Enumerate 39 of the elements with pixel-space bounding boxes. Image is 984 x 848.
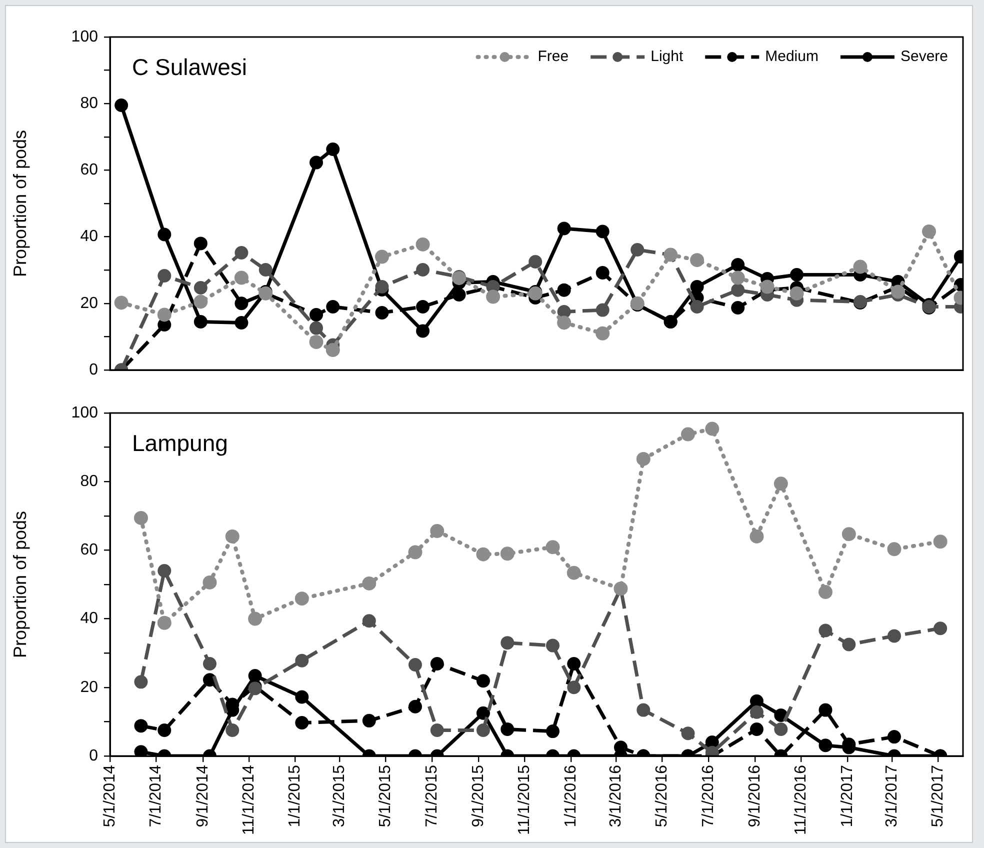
text: C Sulawesi (132, 54, 248, 80)
legend-label: Medium (765, 48, 818, 66)
x-tick-label: 1/1/2017 (838, 764, 856, 828)
y-tick-label: 60 (80, 542, 98, 559)
x-tick-label: 1/1/2016 (562, 764, 580, 828)
y-tick-label: 100 (71, 28, 98, 46)
y-tick-label: 20 (80, 678, 98, 696)
text: Lampung (132, 430, 228, 456)
legend-label: Severe (900, 48, 948, 66)
y-axis-title: Proportion of pods (10, 130, 30, 278)
x-tick-label: 7/1/2015 (423, 764, 440, 828)
x-tick-label: 1/1/2015 (286, 764, 304, 828)
x-tick-label: 3/1/2015 (331, 764, 348, 828)
x-tick-label: 9/1/2015 (470, 764, 488, 828)
x-tick-label: 7/1/2014 (147, 764, 164, 828)
x-tick-label: 11/1/2016 (792, 764, 810, 836)
x-tick-label: 3/1/2017 (883, 764, 900, 828)
y-axis-title: Proportion of pods (10, 510, 30, 658)
y-tick-label: 100 (71, 404, 98, 422)
y-tick-label: 0 (89, 747, 98, 764)
x-tick-label: 11/1/2015 (516, 764, 534, 836)
x-tick-label: 9/1/2014 (194, 764, 212, 828)
y-tick-label: 40 (80, 228, 98, 246)
y-tick-label: 20 (80, 294, 98, 312)
legend-label: Light (650, 48, 684, 66)
x-tick-label: 5/1/2014 (101, 764, 118, 828)
y-tick-label: 60 (80, 162, 98, 179)
x-tick-label: 5/1/2015 (377, 764, 394, 828)
y-tick-label: 80 (80, 95, 98, 112)
x-tick-label: 5/1/2017 (929, 764, 946, 828)
y-tick-label: 80 (80, 473, 98, 490)
y-tick-label: 0 (89, 361, 98, 378)
x-tick-label: 7/1/2016 (700, 764, 717, 828)
x-tick-label: 5/1/2016 (654, 764, 671, 828)
y-tick-label: 40 (80, 610, 98, 628)
x-tick-label: 9/1/2016 (746, 764, 764, 828)
x-tick-label: 3/1/2016 (608, 764, 625, 828)
x-tick-label: 11/1/2014 (240, 764, 258, 836)
legend-label: Free (538, 48, 569, 66)
